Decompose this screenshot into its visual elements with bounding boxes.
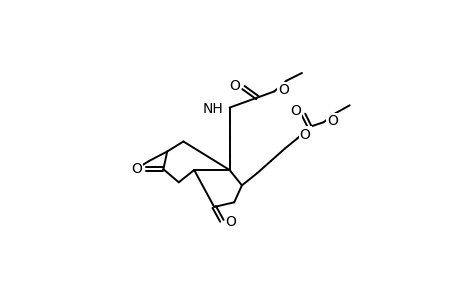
Text: O: O xyxy=(327,114,337,128)
Text: O: O xyxy=(290,104,301,118)
Text: O: O xyxy=(277,83,288,97)
Text: O: O xyxy=(299,128,310,142)
Text: NH: NH xyxy=(202,102,223,116)
Text: O: O xyxy=(228,79,239,93)
Text: O: O xyxy=(131,162,141,176)
Text: O: O xyxy=(225,215,236,229)
